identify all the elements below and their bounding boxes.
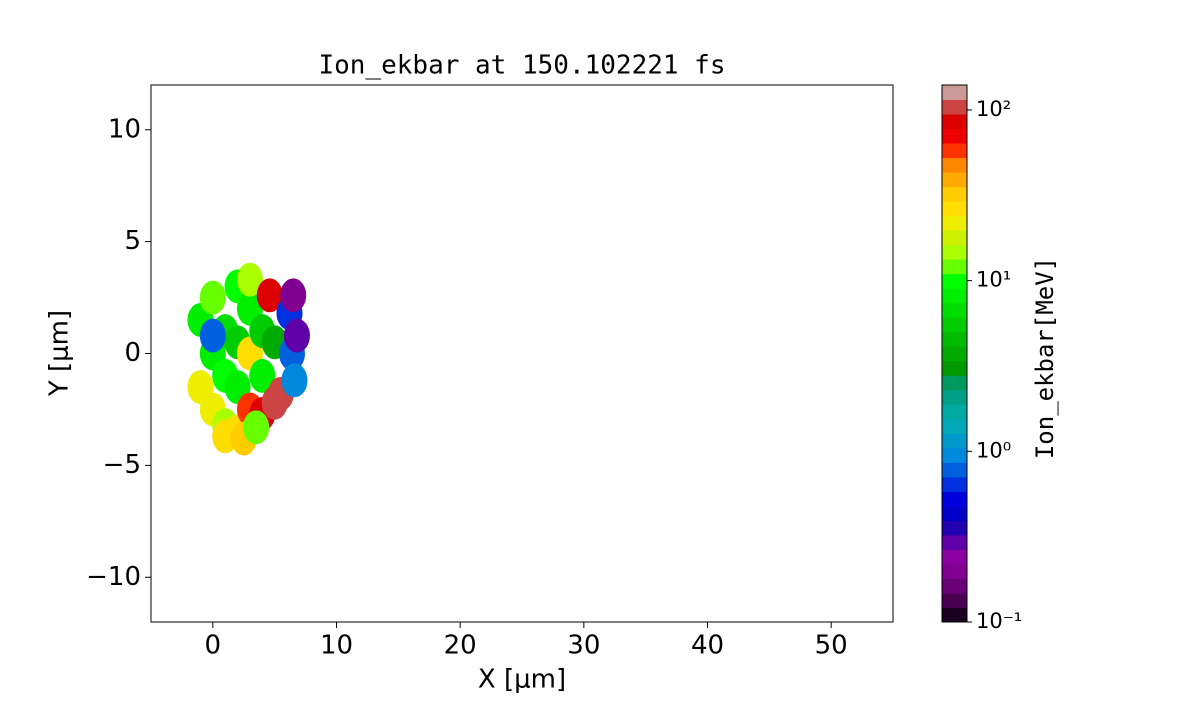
x-tick-label: 40 xyxy=(691,631,724,661)
x-axis-label: X [μm] xyxy=(478,665,566,695)
colorbar-band xyxy=(942,99,967,115)
colorbar-band xyxy=(942,215,967,231)
x-tick-label: 30 xyxy=(567,631,600,661)
heat-cell xyxy=(236,262,263,297)
colorbar-band xyxy=(942,418,967,434)
x-tick-label: 0 xyxy=(205,631,222,661)
chart-title: Ion_ekbar at 150.102221 fs xyxy=(319,51,726,81)
y-axis-label: Y [μm] xyxy=(45,310,75,397)
y-tick-label: −5 xyxy=(103,450,141,480)
colorbar-band xyxy=(942,404,967,420)
colorbar-band xyxy=(942,375,967,391)
colorbar-band xyxy=(942,288,967,304)
colorbar-band xyxy=(942,520,967,536)
colorbar-band xyxy=(942,563,967,579)
y-tick-label: 0 xyxy=(124,338,141,368)
colorbar-band xyxy=(942,317,967,333)
y-tick-label: 5 xyxy=(124,226,141,256)
x-tick-label: 10 xyxy=(320,631,353,661)
heat-cell xyxy=(256,278,283,313)
heat-cell xyxy=(280,278,307,313)
colorbar-band xyxy=(942,157,967,173)
colorbar-tick-label: 10¹ xyxy=(976,268,1011,292)
colorbar-band xyxy=(942,447,967,463)
colorbar-band xyxy=(942,259,967,275)
colorbar-band xyxy=(942,578,967,594)
colorbar-band xyxy=(942,201,967,217)
colorbar-band xyxy=(942,244,967,260)
colorbar-band xyxy=(942,273,967,289)
colorbar-band xyxy=(942,505,967,521)
colorbar-band xyxy=(942,433,967,449)
x-tick-label: 20 xyxy=(444,631,477,661)
heat-cell xyxy=(243,410,270,445)
colorbar-band xyxy=(942,128,967,144)
colorbar-tick-label: 10⁻¹ xyxy=(976,609,1022,633)
x-tick-label: 50 xyxy=(815,631,848,661)
heat-cell xyxy=(199,280,226,315)
heatmap xyxy=(187,262,310,456)
colorbar-band xyxy=(942,331,967,347)
heat-cell xyxy=(281,363,308,398)
colorbar-band xyxy=(942,360,967,376)
colorbar-band xyxy=(942,302,967,318)
colorbar-band xyxy=(942,534,967,550)
colorbar-band xyxy=(942,143,967,159)
colorbar-band xyxy=(942,114,967,130)
y-tick-label: −10 xyxy=(86,562,141,592)
heat-cell xyxy=(283,318,310,353)
colorbar-band xyxy=(942,172,967,188)
y-tick-label: 10 xyxy=(108,114,141,144)
colorbar-label: Ion_ekbar[MeV] xyxy=(1031,257,1059,459)
heat-cell xyxy=(249,358,276,393)
colorbar-band xyxy=(942,607,967,623)
colorbar-band xyxy=(942,346,967,362)
colorbar-band xyxy=(942,592,967,608)
colorbar-band xyxy=(942,476,967,492)
heat-cell xyxy=(199,318,226,353)
colorbar-band xyxy=(942,389,967,405)
colorbar-band xyxy=(942,186,967,202)
colorbar-tick-label: 10² xyxy=(976,97,1011,121)
colorbar-tick-label: 10⁰ xyxy=(976,438,1011,462)
colorbar-band xyxy=(942,85,967,101)
colorbar-band xyxy=(942,491,967,507)
colorbar-band xyxy=(942,230,967,246)
colorbar-frame xyxy=(941,84,968,623)
colorbar-band xyxy=(942,462,967,478)
colorbar-band xyxy=(942,549,967,565)
